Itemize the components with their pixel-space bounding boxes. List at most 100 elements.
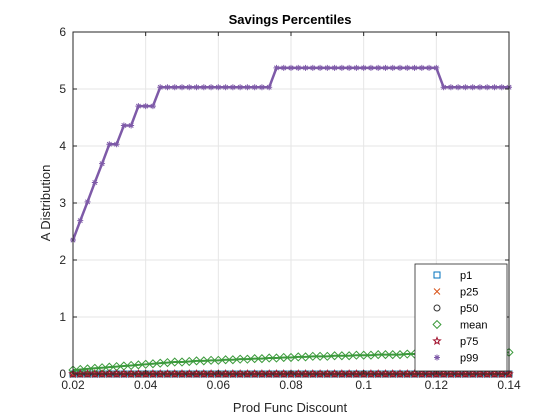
series-p99 bbox=[70, 64, 512, 244]
data-point-p75 bbox=[300, 368, 311, 379]
data-point-mean bbox=[75, 364, 85, 375]
data-point-p75 bbox=[242, 368, 253, 379]
data-point-p99 bbox=[251, 84, 258, 91]
data-point-mean bbox=[337, 351, 347, 361]
data-point-mean bbox=[184, 356, 194, 367]
data-point-mean bbox=[257, 354, 267, 364]
x-tick-label: 0.08 bbox=[279, 378, 303, 392]
data-point-p99 bbox=[222, 84, 229, 91]
data-point-p75 bbox=[75, 368, 86, 379]
data-point-p99 bbox=[309, 64, 316, 71]
data-point-p99 bbox=[193, 84, 200, 91]
data-point-p99 bbox=[382, 64, 389, 71]
data-point-p75 bbox=[206, 368, 216, 379]
data-point-p99 bbox=[462, 84, 469, 91]
data-point-p75 bbox=[177, 368, 187, 379]
data-point-mean bbox=[271, 353, 282, 363]
data-point-p99 bbox=[353, 64, 360, 71]
data-point-mean bbox=[242, 354, 253, 364]
y-axis-label: A Distribution bbox=[38, 165, 53, 242]
data-point-p75 bbox=[162, 368, 173, 379]
data-point-p99 bbox=[360, 64, 367, 71]
data-point-p75 bbox=[191, 368, 202, 379]
data-point-p75 bbox=[380, 368, 391, 379]
data-point-p99 bbox=[455, 84, 462, 91]
data-point-p99 bbox=[338, 64, 345, 71]
data-point-p75 bbox=[293, 368, 304, 379]
data-point-mean bbox=[315, 351, 325, 361]
data-point-p75 bbox=[184, 368, 195, 379]
data-point-mean bbox=[308, 351, 318, 361]
y-tick-label: 1 bbox=[59, 310, 66, 324]
legend-marker-p1 bbox=[433, 271, 441, 279]
data-point-p75 bbox=[133, 368, 144, 379]
data-point-p99 bbox=[447, 84, 454, 91]
data-point-p99 bbox=[164, 84, 171, 91]
data-point-mean bbox=[82, 364, 93, 374]
data-point-p99 bbox=[157, 84, 164, 91]
data-point-p99 bbox=[397, 64, 403, 71]
data-point-mean bbox=[213, 355, 223, 365]
x-axis-label: Prod Func Discount bbox=[233, 400, 348, 415]
data-point-p99 bbox=[433, 64, 440, 71]
data-point-mean bbox=[155, 358, 165, 368]
data-point-p99 bbox=[229, 84, 236, 91]
data-point-p99 bbox=[244, 84, 251, 91]
data-point-p99 bbox=[331, 64, 338, 71]
data-point-p75 bbox=[373, 368, 383, 379]
data-point-mean bbox=[228, 355, 238, 365]
data-point-p99 bbox=[171, 84, 178, 91]
data-point-p99 bbox=[215, 84, 222, 91]
data-point-mean bbox=[329, 351, 340, 361]
data-point-mean bbox=[90, 363, 100, 373]
data-point-mean bbox=[235, 354, 245, 364]
data-point-mean bbox=[402, 349, 412, 359]
data-point-mean bbox=[148, 359, 158, 369]
data-point-mean bbox=[366, 350, 376, 360]
data-point-p99 bbox=[113, 141, 120, 148]
data-point-mean bbox=[359, 350, 369, 360]
data-point-p99 bbox=[418, 64, 425, 71]
y-tick-label: 3 bbox=[59, 196, 66, 210]
data-point-p99 bbox=[106, 141, 113, 148]
data-point-mean bbox=[141, 359, 151, 369]
data-point-mean bbox=[351, 350, 362, 360]
legend-marker-p75 bbox=[432, 335, 442, 346]
data-point-p75 bbox=[431, 368, 442, 379]
data-point-p99 bbox=[91, 179, 98, 186]
legend-label-p75: p75 bbox=[460, 336, 478, 348]
data-point-p99 bbox=[99, 160, 106, 167]
legend-label-p1: p1 bbox=[460, 270, 472, 282]
data-point-p75 bbox=[322, 368, 333, 379]
data-point-p99 bbox=[77, 217, 84, 224]
data-point-p99 bbox=[273, 64, 280, 71]
data-point-p99 bbox=[237, 84, 244, 91]
data-point-p75 bbox=[366, 368, 376, 379]
data-point-p75 bbox=[264, 368, 274, 379]
data-point-p99 bbox=[302, 64, 309, 71]
legend-label-p25: p25 bbox=[460, 287, 478, 299]
data-point-p75 bbox=[97, 368, 107, 379]
data-point-p75 bbox=[278, 368, 289, 379]
data-point-p75 bbox=[286, 368, 296, 379]
data-point-p75 bbox=[315, 368, 325, 379]
data-point-p75 bbox=[395, 368, 405, 379]
data-point-p75 bbox=[68, 368, 78, 379]
y-tick-label: 2 bbox=[59, 253, 66, 267]
data-point-mean bbox=[206, 355, 216, 365]
legend-label-mean: mean bbox=[460, 320, 488, 332]
legend-label-p50: p50 bbox=[460, 303, 478, 315]
data-point-p75 bbox=[504, 368, 514, 379]
data-point-p99 bbox=[491, 84, 498, 91]
data-point-p75 bbox=[249, 368, 260, 379]
data-point-p99 bbox=[200, 84, 207, 91]
data-point-p75 bbox=[424, 368, 434, 379]
data-point-p99 bbox=[469, 84, 476, 91]
data-point-mean bbox=[220, 355, 231, 365]
data-point-p99 bbox=[346, 64, 353, 71]
data-point-p75 bbox=[111, 368, 122, 379]
data-point-p75 bbox=[460, 368, 471, 379]
data-point-p99 bbox=[440, 84, 447, 91]
legend-marker-p99 bbox=[434, 354, 440, 361]
